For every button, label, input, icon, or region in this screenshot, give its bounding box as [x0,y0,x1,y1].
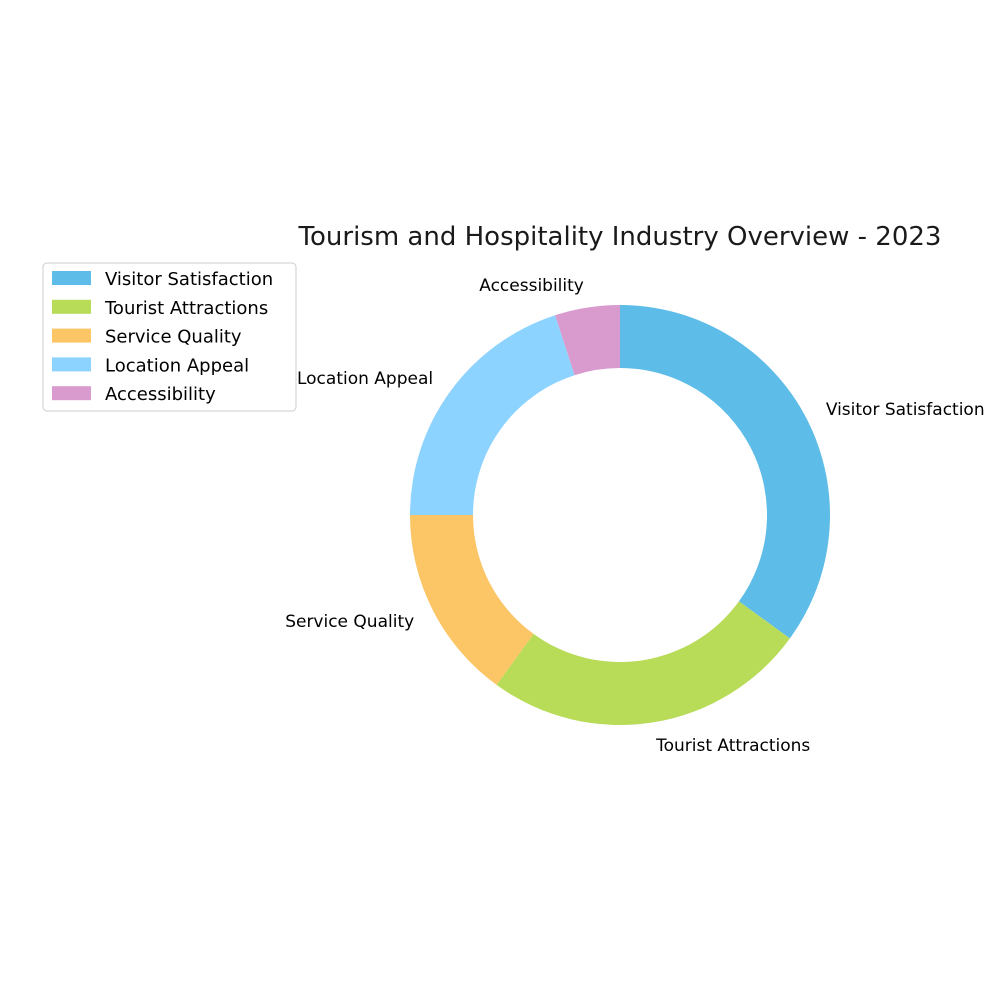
legend-label-location-appeal: Location Appeal [105,355,249,376]
slice-label-visitor-satisfaction: Visitor Satisfaction [826,400,985,420]
legend: Visitor Satisfaction Tourist Attractions S… [42,262,297,412]
slice-label-location-appeal: Location Appeal [297,369,433,389]
legend-swatch-visitor-satisfaction [52,271,91,285]
slice-label-tourist-attractions: Tourist Attractions [655,736,810,756]
slice-service-quality [410,515,534,685]
slice-tourist-attractions [496,601,790,725]
slice-visitor-satisfaction [620,305,831,639]
legend-frame [42,262,297,412]
legend-label-accessibility: Accessibility [105,384,216,405]
donut-slices [410,305,831,725]
legend-label-tourist-attractions: Tourist Attractions [104,298,268,319]
chart-title: Tourism and Hospitality Industry Overvie… [298,222,942,252]
slice-label-accessibility: Accessibility [479,276,584,296]
legend-label-visitor-satisfaction: Visitor Satisfaction [105,269,273,290]
legend-swatch-service-quality [52,328,91,343]
legend-swatch-location-appeal [52,357,91,372]
legend-label-service-quality: Service Quality [105,327,242,348]
legend-swatch-tourist-attractions [52,299,91,314]
legend-swatch-accessibility [52,386,91,401]
slice-accessibility [555,305,620,376]
slice-labels: Visitor Satisfaction Tourist Attractions S… [285,276,984,756]
slice-label-service-quality: Service Quality [285,612,414,632]
slice-location-appeal [410,315,575,515]
